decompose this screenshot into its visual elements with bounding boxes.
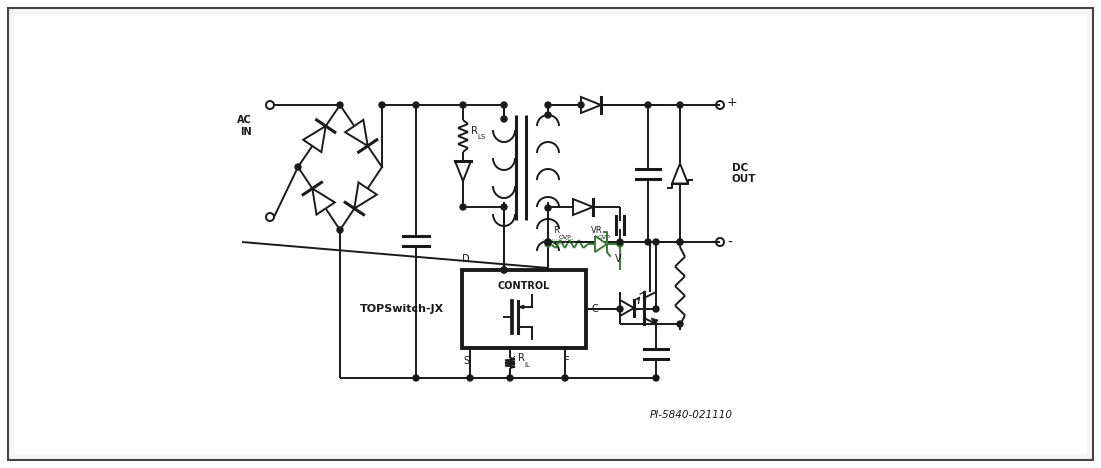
Text: CONTROL: CONTROL — [498, 281, 550, 291]
Circle shape — [545, 205, 550, 211]
Text: OVP: OVP — [598, 235, 611, 240]
Circle shape — [413, 102, 419, 108]
Circle shape — [653, 375, 659, 381]
Circle shape — [337, 102, 344, 108]
Polygon shape — [355, 183, 377, 208]
Polygon shape — [620, 300, 634, 316]
Circle shape — [645, 239, 651, 245]
Circle shape — [677, 239, 683, 245]
Polygon shape — [672, 163, 688, 183]
Circle shape — [337, 227, 344, 233]
Circle shape — [645, 102, 651, 108]
Text: IL: IL — [524, 362, 530, 368]
Text: LS: LS — [477, 134, 486, 140]
Polygon shape — [313, 189, 335, 215]
Text: www.cn: www.cn — [543, 236, 576, 246]
Text: F: F — [564, 356, 570, 366]
Circle shape — [653, 306, 659, 312]
Text: DC
OUT: DC OUT — [732, 163, 756, 184]
Circle shape — [677, 102, 683, 108]
Circle shape — [545, 239, 550, 245]
Circle shape — [545, 239, 550, 245]
Text: TOPSwitch-JX: TOPSwitch-JX — [360, 304, 444, 314]
Text: R: R — [553, 226, 559, 235]
Polygon shape — [345, 120, 368, 146]
Circle shape — [653, 239, 659, 245]
Text: OVP: OVP — [559, 235, 571, 240]
Circle shape — [677, 239, 683, 245]
Circle shape — [413, 375, 419, 381]
Circle shape — [545, 241, 550, 247]
Circle shape — [460, 102, 466, 108]
Polygon shape — [595, 236, 607, 252]
Text: +: + — [727, 96, 738, 110]
Polygon shape — [517, 305, 524, 309]
Polygon shape — [651, 318, 658, 325]
Bar — [462, 270, 586, 348]
Polygon shape — [455, 161, 471, 181]
Text: S: S — [462, 356, 469, 366]
Text: R: R — [471, 126, 478, 136]
Circle shape — [617, 239, 623, 245]
Circle shape — [501, 116, 506, 122]
Text: C: C — [591, 304, 598, 314]
Text: V: V — [614, 254, 621, 264]
Circle shape — [562, 375, 568, 381]
Polygon shape — [581, 97, 601, 113]
Circle shape — [545, 102, 550, 108]
Polygon shape — [573, 199, 593, 215]
Circle shape — [545, 112, 550, 118]
Circle shape — [677, 321, 683, 327]
Circle shape — [617, 306, 623, 312]
Circle shape — [467, 375, 473, 381]
Circle shape — [295, 164, 301, 170]
Circle shape — [379, 102, 385, 108]
Circle shape — [506, 375, 513, 381]
Text: PI-5840-021110: PI-5840-021110 — [650, 410, 733, 420]
Text: -: - — [727, 236, 732, 250]
Polygon shape — [303, 126, 326, 152]
Text: R: R — [517, 353, 525, 363]
Text: D: D — [462, 254, 470, 264]
Circle shape — [460, 204, 466, 210]
Circle shape — [501, 102, 506, 108]
Text: AC
IN: AC IN — [237, 115, 252, 137]
Circle shape — [501, 267, 506, 273]
Text: X: X — [509, 356, 515, 366]
Text: VR: VR — [591, 226, 602, 235]
Circle shape — [501, 267, 506, 273]
Circle shape — [501, 204, 506, 210]
Circle shape — [617, 241, 623, 247]
Circle shape — [578, 102, 584, 108]
